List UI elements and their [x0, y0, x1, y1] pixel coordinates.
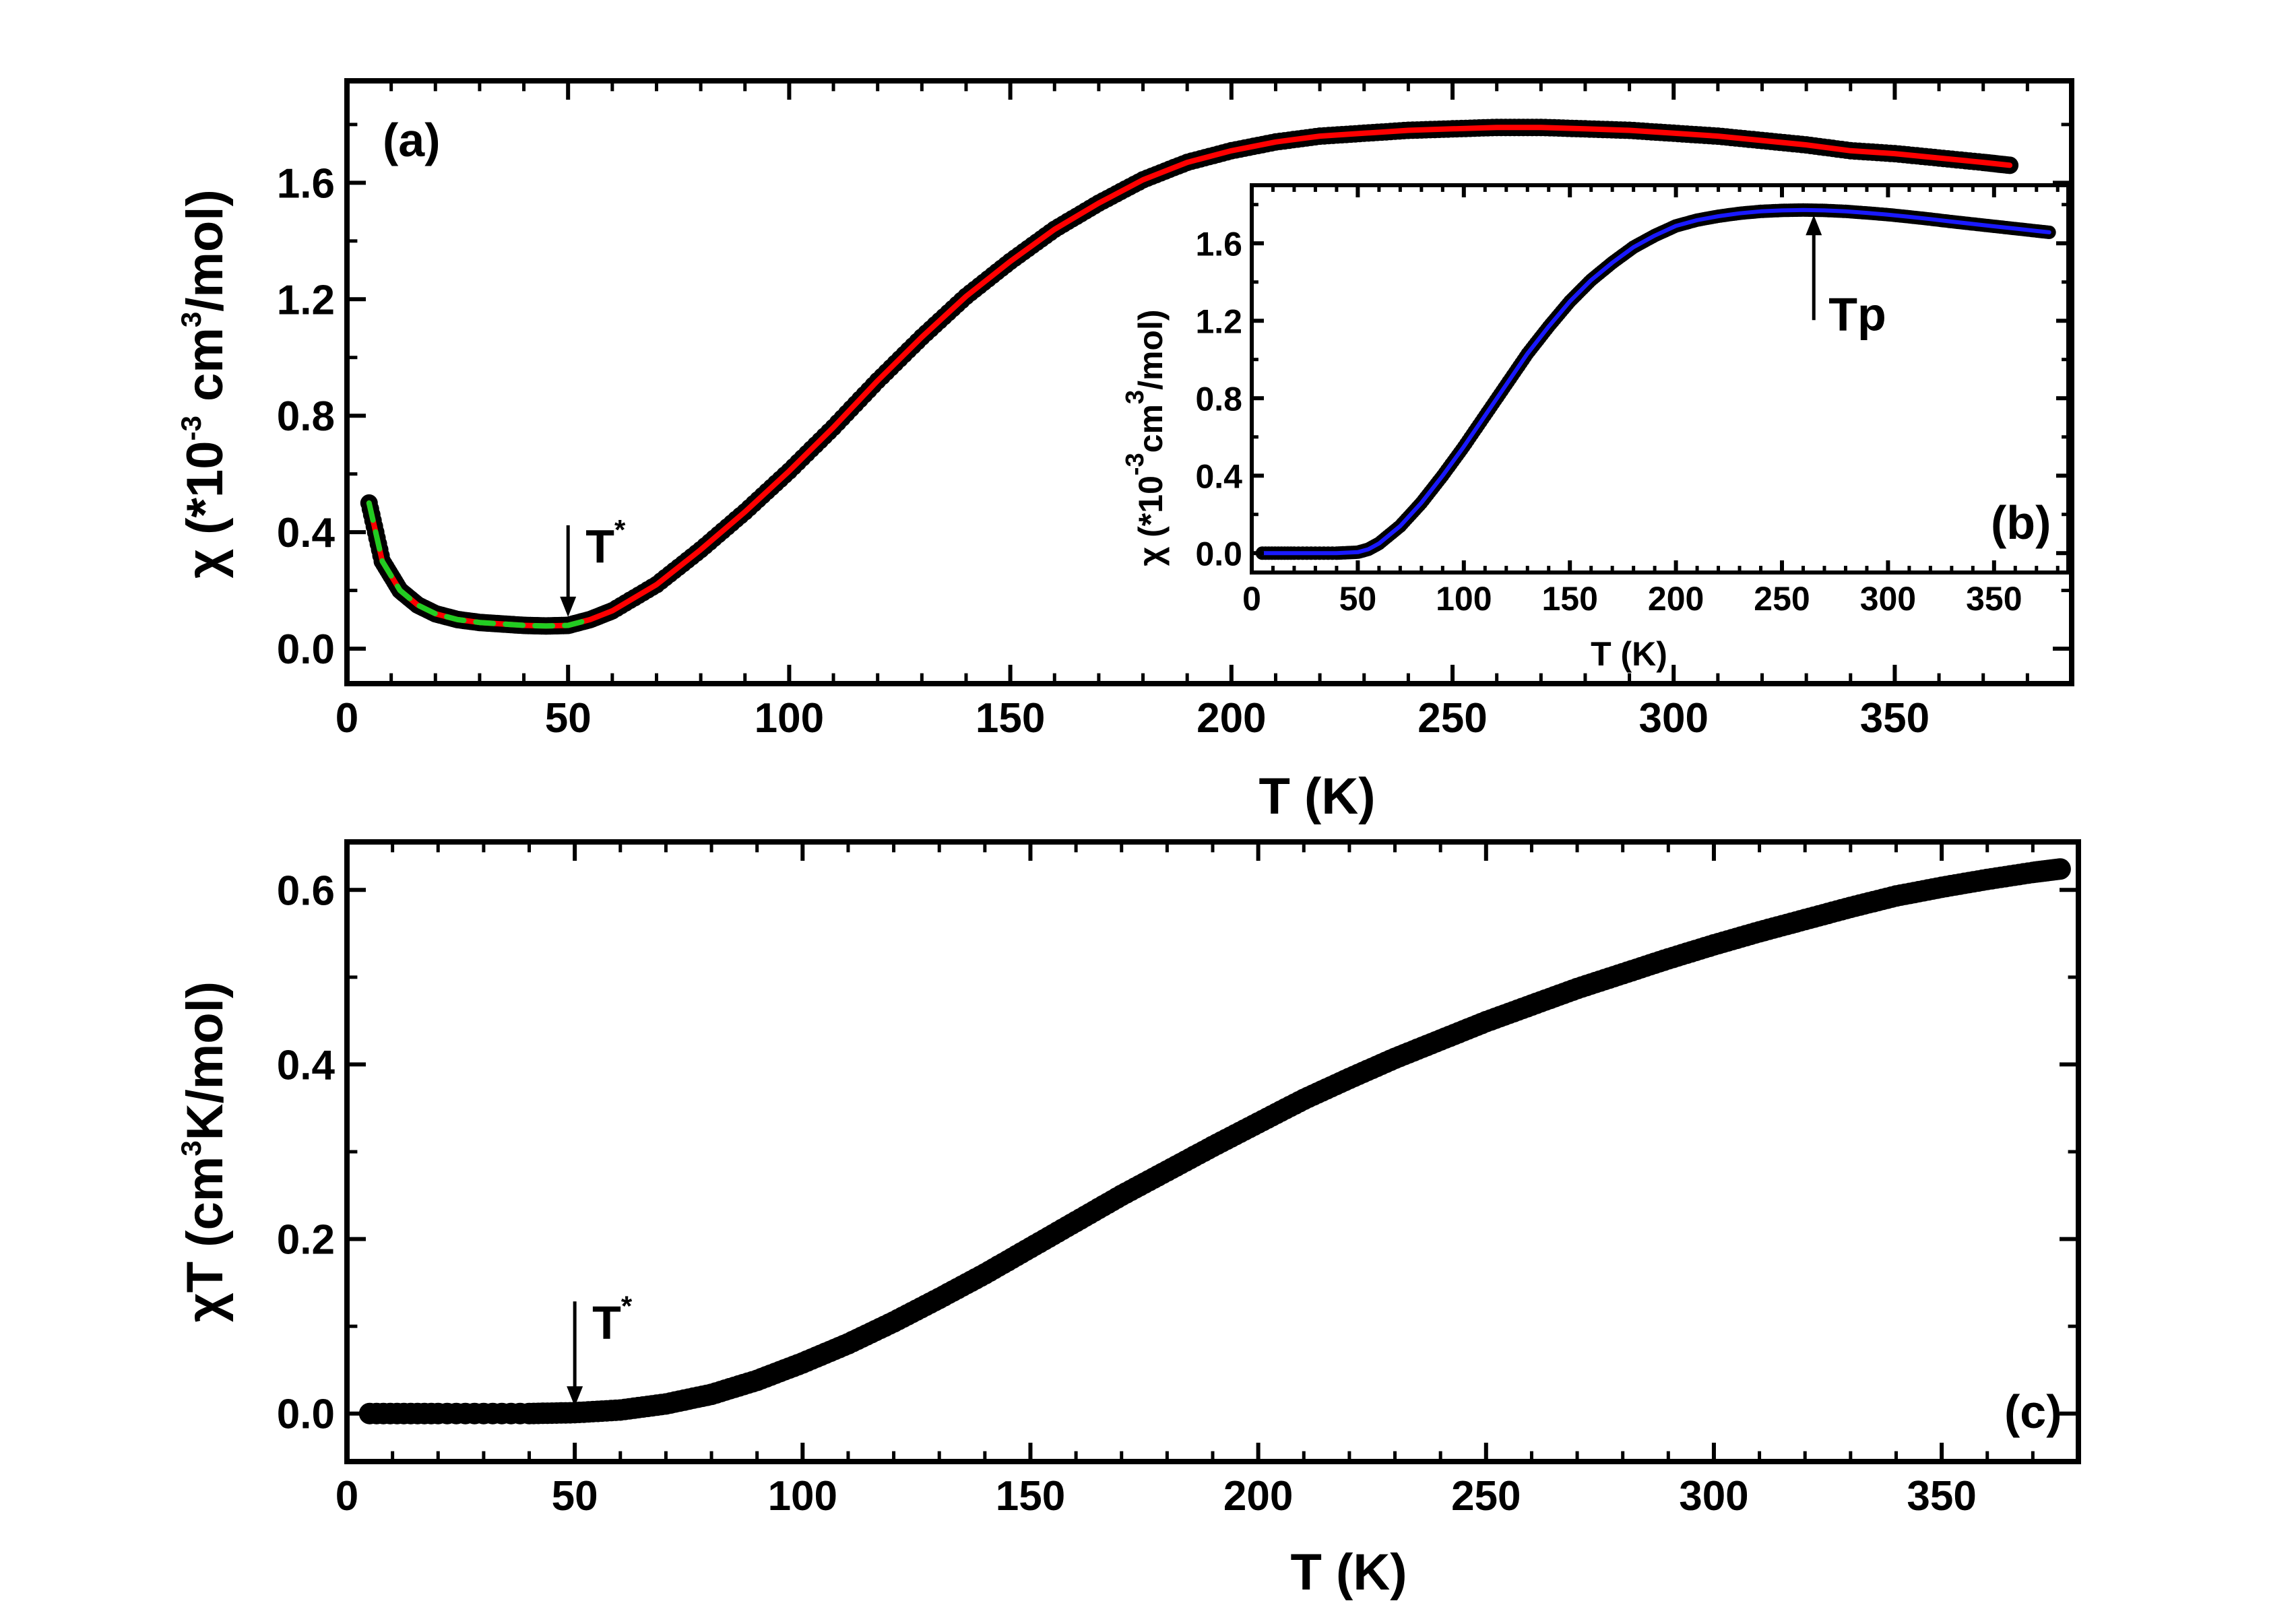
y-tick-label-b: 1.2 — [1195, 302, 1242, 340]
y-axis-label-b: χ (*10-3cm3/mol) — [1121, 309, 1170, 566]
y-label-c-prefix: χT (cm — [177, 1156, 234, 1322]
panel-label-c: (c) — [2004, 1385, 2062, 1438]
x-tick-label-c: 350 — [1907, 1473, 1976, 1519]
x-tick-label-c: 150 — [996, 1473, 1065, 1519]
x-tick-label-b: 350 — [1966, 580, 2022, 618]
ticks-c: 0 50 100 150 200 250 300 350 0.0 0.2 0.4 0.6 — [277, 842, 2080, 1519]
annotation-b: Tp — [1806, 215, 1886, 340]
x-tick-label-a: 150 — [976, 695, 1045, 742]
x-tick-label-a: 100 — [755, 695, 824, 742]
y-tick-label-a: 0.4 — [277, 510, 336, 556]
y-label-a-prefix: χ (*10 — [177, 440, 234, 578]
y-tick-label-b: 0.4 — [1195, 457, 1242, 495]
y-tick-label-c: 0.6 — [277, 868, 335, 914]
y-label-a-mid: cm — [177, 327, 234, 416]
x-tick-label-a: 300 — [1639, 695, 1709, 742]
x-tick-label-b: 250 — [1754, 580, 1810, 618]
annotation-label-b: Tp — [1828, 288, 1886, 340]
panel-b-inset: 0 50 100 150 200 250 300 350 0.0 0.4 0.8 1.2 1.6 (b)… — [1121, 183, 2070, 673]
y-label-b-exp2: 3 — [1121, 390, 1149, 404]
y-label-c-exp: 3 — [175, 1140, 207, 1156]
y-label-a-exp2: 3 — [175, 312, 207, 327]
annotation-sup-a: * — [614, 514, 626, 546]
x-tick-label-b: 150 — [1541, 580, 1597, 618]
y-label-a-suffix: /mol) — [177, 189, 234, 312]
x-tick-label-b: 0 — [1242, 580, 1261, 618]
x-tick-label-a: 200 — [1197, 695, 1266, 742]
annotation-sup-c: * — [621, 1290, 633, 1321]
y-tick-label-c: 0.2 — [277, 1217, 335, 1264]
x-tick-label-c: 50 — [552, 1473, 598, 1519]
x-tick-label-c: 200 — [1223, 1473, 1293, 1519]
annotation-label-a: T* — [585, 514, 626, 572]
x-tick-label-a: 350 — [1860, 695, 1930, 742]
y-tick-label-c: 0.4 — [277, 1042, 336, 1088]
y-tick-label-a: 0.0 — [277, 626, 335, 673]
panel-label-b: (b) — [1991, 496, 2051, 549]
y-tick-label-a: 1.2 — [277, 277, 335, 323]
x-tick-label-c: 300 — [1679, 1473, 1748, 1519]
x-tick-label-a: 250 — [1417, 695, 1487, 742]
y-label-b-mid: cm — [1132, 404, 1170, 453]
x-axis-label-b: T (K) — [1591, 635, 1667, 673]
annotation-label-c: T* — [592, 1290, 633, 1348]
y-label-b-exp: -3 — [1121, 453, 1149, 476]
panel-label-a: (a) — [383, 114, 441, 166]
y-label-b-suffix: /mol) — [1132, 309, 1170, 389]
y-label-b-prefix: χ (*10 — [1132, 476, 1170, 566]
y-tick-label-b: 0.0 — [1195, 535, 1242, 572]
x-tick-label-c: 100 — [768, 1473, 837, 1519]
y-tick-label-b: 0.8 — [1195, 380, 1242, 418]
data-point-c — [2049, 858, 2071, 880]
y-axis-label-a: χ (*10-3 cm3/mol) — [175, 189, 234, 579]
y-tick-label-a: 1.6 — [277, 160, 335, 207]
x-tick-label-b: 100 — [1436, 580, 1492, 618]
y-label-a-exp: -3 — [175, 416, 207, 440]
y-tick-label-a: 0.8 — [277, 393, 335, 440]
x-axis-label-a: T (K) — [1258, 768, 1375, 825]
annotation-c: T* — [567, 1290, 633, 1407]
arrow-head-a — [560, 596, 577, 617]
series-c-0-markers — [358, 858, 2071, 1425]
panel-c: 0 50 100 150 200 250 300 350 0.0 0.2 0.4 0.6 (c) T*… — [175, 839, 2081, 1601]
x-tick-label-c: 0 — [336, 1473, 358, 1519]
plot-area-b — [1255, 203, 2056, 560]
x-tick-label-c: 250 — [1451, 1473, 1521, 1519]
series-a-2-line — [366, 500, 593, 629]
x-tick-label-b: 300 — [1860, 580, 1916, 618]
y-tick-label-b: 1.6 — [1195, 225, 1242, 263]
x-tick-label-b: 200 — [1648, 580, 1704, 618]
series-b-1-line — [1260, 207, 2051, 556]
x-tick-label-a: 50 — [545, 695, 592, 742]
axes-frame-b — [1250, 183, 2070, 575]
axes-frame-a — [344, 78, 2074, 686]
arrow-head-c — [567, 1386, 583, 1407]
plot-area-a — [360, 119, 2019, 635]
plot-area-c — [358, 858, 2071, 1425]
ticks-b: 0 50 100 150 200 250 300 350 0.0 0.4 0.8 1.2 1.6 — [1195, 185, 2068, 618]
y-axis-label-c: χT (cm3K/mol) — [175, 981, 234, 1322]
y-label-c-suffix: K/mol) — [177, 981, 234, 1140]
x-tick-label-b: 50 — [1339, 580, 1377, 618]
arrow-head-b — [1806, 215, 1822, 236]
x-tick-label-a: 0 — [336, 695, 358, 742]
x-axis-label-c: T (K) — [1290, 1544, 1407, 1601]
y-tick-label-c: 0.0 — [277, 1392, 335, 1438]
